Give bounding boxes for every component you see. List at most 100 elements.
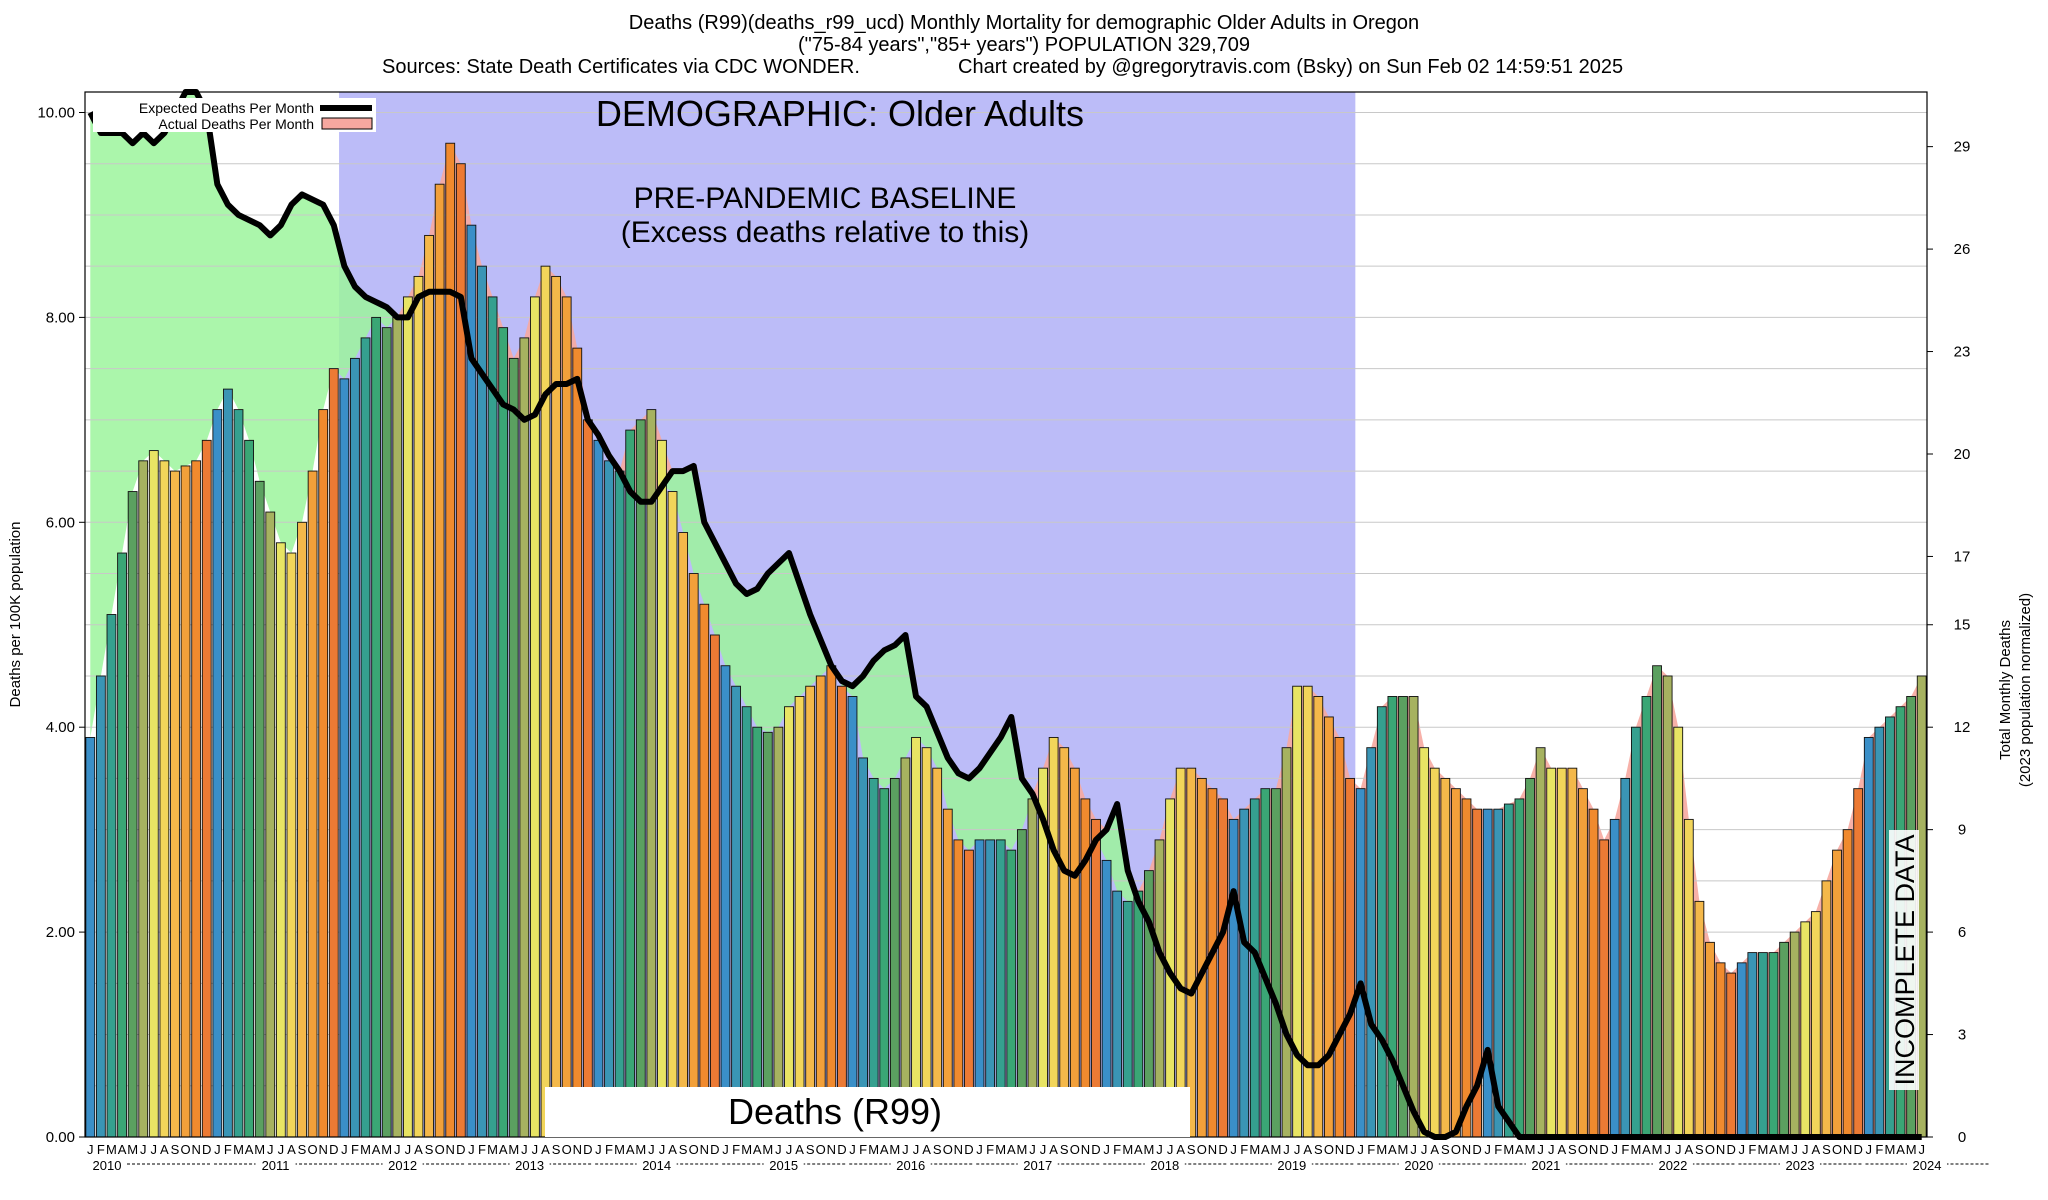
cause-label-bg bbox=[545, 1087, 1190, 1137]
chart-subtitle: ("75-84 years","85+ years") POPULATION 3… bbox=[797, 34, 1251, 56]
month-tick-label: O bbox=[435, 1142, 445, 1157]
bar-2016-2 bbox=[858, 757, 868, 1138]
legend-actual-swatch bbox=[321, 117, 373, 130]
bar-2024-2 bbox=[1874, 726, 1885, 1138]
bar-2012-3 bbox=[360, 337, 371, 1138]
bar-2020-10 bbox=[1451, 788, 1461, 1138]
bar-2023-2 bbox=[1747, 952, 1758, 1138]
bar-2022-6 bbox=[1662, 675, 1673, 1138]
month-tick-label: O bbox=[689, 1142, 699, 1157]
month-tick-label: J bbox=[468, 1142, 475, 1157]
bar-2022-12 bbox=[1726, 972, 1737, 1138]
month-tick-label: D bbox=[329, 1142, 338, 1157]
month-tick-label: F bbox=[732, 1142, 740, 1157]
incomplete-data-annotation: INCOMPLETE DATA bbox=[1890, 834, 1920, 1085]
month-tick-label: J bbox=[87, 1142, 94, 1157]
bar-2021-6 bbox=[1535, 747, 1546, 1138]
bar-2023-4 bbox=[1768, 952, 1779, 1138]
month-tick-label: A bbox=[668, 1142, 677, 1157]
bar-2021-5 bbox=[1525, 777, 1535, 1138]
month-tick-label: N bbox=[1335, 1142, 1344, 1157]
month-tick-label: J bbox=[1611, 1142, 1618, 1157]
month-tick-label: J bbox=[267, 1142, 274, 1157]
year-label: 2020 bbox=[1404, 1158, 1433, 1173]
month-tick-label: D bbox=[1091, 1142, 1100, 1157]
month-tick-label: O bbox=[1197, 1142, 1207, 1157]
month-tick-label: J bbox=[341, 1142, 348, 1157]
bar-2019-6 bbox=[1281, 747, 1292, 1138]
year-label: 2014 bbox=[642, 1158, 671, 1173]
bar-2013-3 bbox=[487, 296, 498, 1138]
y2-axis-label-line2: (2023 population normalized) bbox=[2017, 593, 2034, 787]
bar-2014-7 bbox=[657, 439, 667, 1138]
month-tick-label: F bbox=[986, 1142, 994, 1157]
bar-2023-1 bbox=[1736, 962, 1747, 1138]
month-tick-label: J bbox=[1294, 1142, 1301, 1157]
month-tick-label: M bbox=[1525, 1142, 1536, 1157]
bar-2010-1 bbox=[85, 736, 96, 1138]
bar-2015-4 bbox=[752, 726, 763, 1138]
month-tick-label: O bbox=[181, 1142, 191, 1157]
month-tick-label: A bbox=[795, 1142, 804, 1157]
month-tick-label: N bbox=[446, 1142, 455, 1157]
month-tick-label: S bbox=[1314, 1142, 1323, 1157]
month-tick-label: D bbox=[837, 1142, 846, 1157]
year-label-bg bbox=[509, 1156, 550, 1172]
month-tick-label: M bbox=[233, 1142, 244, 1157]
bar-2014-5 bbox=[635, 419, 646, 1138]
month-tick-label: A bbox=[1684, 1142, 1693, 1157]
bar-2018-8 bbox=[1175, 767, 1186, 1138]
month-tick-label: M bbox=[360, 1142, 371, 1157]
year-label: 2024 bbox=[1913, 1158, 1942, 1173]
month-tick-label: M bbox=[381, 1142, 392, 1157]
month-tick-label: M bbox=[106, 1142, 117, 1157]
bar-2014-2 bbox=[604, 460, 614, 1138]
month-tick-label: M bbox=[127, 1142, 138, 1157]
month-tick-label: M bbox=[1757, 1142, 1768, 1157]
bar-2022-1 bbox=[1609, 818, 1620, 1138]
month-tick-label: J bbox=[1167, 1142, 1174, 1157]
month-tick-label: O bbox=[1832, 1142, 1842, 1157]
bar-2016-1 bbox=[847, 696, 858, 1138]
bar-2023-7 bbox=[1800, 921, 1811, 1138]
month-tick-label: M bbox=[1249, 1142, 1260, 1157]
bar-2015-9 bbox=[805, 685, 816, 1138]
month-tick-label: M bbox=[635, 1142, 646, 1157]
year-label: 2018 bbox=[1150, 1158, 1179, 1173]
bar-2013-4 bbox=[498, 327, 509, 1138]
month-tick-label: F bbox=[1240, 1142, 1248, 1157]
month-tick-label: O bbox=[1070, 1142, 1080, 1157]
bar-2010-4 bbox=[117, 552, 127, 1138]
month-tick-label: O bbox=[943, 1142, 953, 1157]
bar-2020-1 bbox=[1355, 788, 1366, 1138]
bar-2011-12 bbox=[328, 368, 339, 1138]
year-label-bg bbox=[382, 1156, 423, 1172]
month-tick-label: N bbox=[1589, 1142, 1598, 1157]
bar-2014-3 bbox=[614, 470, 625, 1138]
y2-tick-label: 9 bbox=[1958, 822, 1966, 839]
bar-2011-7 bbox=[275, 542, 286, 1138]
bar-2015-5 bbox=[762, 731, 773, 1138]
month-tick-label: J bbox=[1738, 1142, 1745, 1157]
month-tick-label: A bbox=[880, 1142, 889, 1157]
y2-tick-label: 29 bbox=[1954, 139, 1971, 156]
year-label: 2016 bbox=[896, 1158, 925, 1173]
month-tick-label: A bbox=[1261, 1142, 1270, 1157]
bar-2012-8 bbox=[413, 275, 424, 1138]
month-tick-label: F bbox=[478, 1142, 486, 1157]
legend-expected-label: Expected Deaths Per Month bbox=[139, 100, 314, 116]
bar-2021-1 bbox=[1482, 808, 1493, 1138]
month-tick-label: A bbox=[1430, 1142, 1439, 1157]
cause-annotation: Deaths (R99) bbox=[728, 1091, 942, 1132]
bar-2014-4 bbox=[625, 429, 636, 1138]
month-tick-label: M bbox=[508, 1142, 519, 1157]
bar-2023-12 bbox=[1853, 788, 1864, 1138]
bar-2010-11 bbox=[191, 460, 202, 1138]
bar-2014-10 bbox=[688, 573, 699, 1138]
month-tick-label: A bbox=[1388, 1142, 1397, 1157]
month-tick-label: N bbox=[1081, 1142, 1090, 1157]
year-label-bg bbox=[1017, 1156, 1058, 1172]
year-label-bg bbox=[1525, 1156, 1566, 1172]
month-tick-label: F bbox=[97, 1142, 105, 1157]
year-label-bg bbox=[1398, 1156, 1439, 1172]
